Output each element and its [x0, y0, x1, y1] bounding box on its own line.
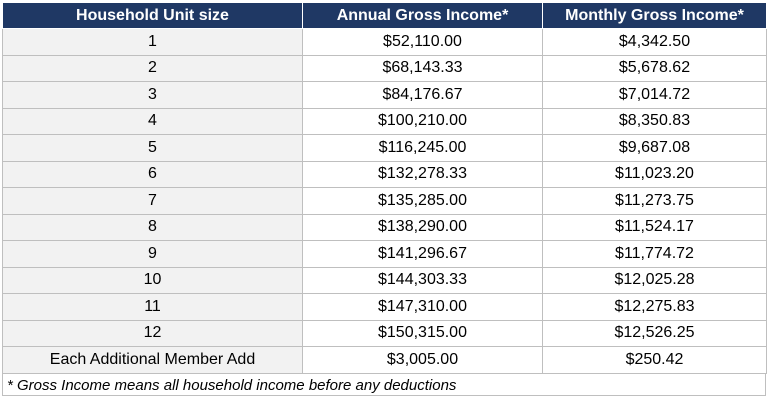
income-table-container: Household Unit size Annual Gross Income*… [2, 2, 767, 396]
header-row: Household Unit size Annual Gross Income*… [2, 2, 767, 29]
table-row: 2 $68,143.33 $5,678.62 [2, 54, 767, 82]
header-annual-income: Annual Gross Income* [302, 2, 543, 29]
cell-monthly-income: $250.42 [542, 346, 767, 374]
table-header: Household Unit size Annual Gross Income*… [2, 2, 767, 29]
cell-annual-income: $141,296.67 [302, 240, 543, 268]
cell-household-size: 6 [2, 160, 303, 188]
cell-monthly-income: $12,025.28 [542, 266, 767, 294]
cell-monthly-income: $11,774.72 [542, 240, 767, 268]
cell-annual-income: $138,290.00 [302, 213, 543, 241]
cell-household-size: 7 [2, 187, 303, 215]
cell-annual-income: $100,210.00 [302, 107, 543, 135]
cell-annual-income: $68,143.33 [302, 54, 543, 82]
table-row: 12 $150,315.00 $12,526.25 [2, 319, 767, 347]
table-row: 4 $100,210.00 $8,350.83 [2, 107, 767, 135]
cell-monthly-income: $4,342.50 [542, 28, 767, 56]
cell-annual-income: $116,245.00 [302, 134, 543, 162]
cell-annual-income: $84,176.67 [302, 81, 543, 109]
table-body: 1 $52,110.00 $4,342.50 2 $68,143.33 $5,678.62… [2, 28, 767, 374]
table-row: 5 $116,245.00 $9,687.08 [2, 134, 767, 162]
table-row: 10 $144,303.33 $12,025.28 [2, 266, 767, 294]
cell-monthly-income: $9,687.08 [542, 134, 767, 162]
cell-annual-income: $3,005.00 [302, 346, 543, 374]
cell-monthly-income: $11,524.17 [542, 213, 767, 241]
table-row: 8 $138,290.00 $11,524.17 [2, 213, 767, 241]
cell-household-size: 5 [2, 134, 303, 162]
cell-household-size: 3 [2, 81, 303, 109]
table-row: Each Additional Member Add $3,005.00 $250.… [2, 346, 767, 374]
cell-household-size: 8 [2, 213, 303, 241]
table-row: 1 $52,110.00 $4,342.50 [2, 28, 767, 56]
cell-annual-income: $52,110.00 [302, 28, 543, 56]
cell-monthly-income: $11,273.75 [542, 187, 767, 215]
cell-household-size: 12 [2, 319, 303, 347]
table-row: 6 $132,278.33 $11,023.20 [2, 160, 767, 188]
cell-annual-income: $135,285.00 [302, 187, 543, 215]
cell-household-size: 2 [2, 54, 303, 82]
cell-monthly-income: $8,350.83 [542, 107, 767, 135]
cell-household-size: 9 [2, 240, 303, 268]
cell-monthly-income: $7,014.72 [542, 81, 767, 109]
cell-monthly-income: $12,275.83 [542, 293, 767, 321]
cell-annual-income: $144,303.33 [302, 266, 543, 294]
footnote: * Gross Income means all household incom… [2, 373, 766, 396]
cell-household-size: 10 [2, 266, 303, 294]
cell-monthly-income: $11,023.20 [542, 160, 767, 188]
cell-household-size: 4 [2, 107, 303, 135]
header-monthly-income: Monthly Gross Income* [542, 2, 767, 29]
table-row: 11 $147,310.00 $12,275.83 [2, 293, 767, 321]
cell-annual-income: $147,310.00 [302, 293, 543, 321]
table-row: 7 $135,285.00 $11,273.75 [2, 187, 767, 215]
cell-monthly-income: $12,526.25 [542, 319, 767, 347]
cell-annual-income: $150,315.00 [302, 319, 543, 347]
cell-monthly-income: $5,678.62 [542, 54, 767, 82]
table-row: 9 $141,296.67 $11,774.72 [2, 240, 767, 268]
table-row: 3 $84,176.67 $7,014.72 [2, 81, 767, 109]
cell-household-size: 11 [2, 293, 303, 321]
income-table: Household Unit size Annual Gross Income*… [2, 2, 767, 374]
header-household-size: Household Unit size [2, 2, 303, 29]
cell-annual-income: $132,278.33 [302, 160, 543, 188]
cell-household-size: Each Additional Member Add [2, 346, 303, 374]
cell-household-size: 1 [2, 28, 303, 56]
